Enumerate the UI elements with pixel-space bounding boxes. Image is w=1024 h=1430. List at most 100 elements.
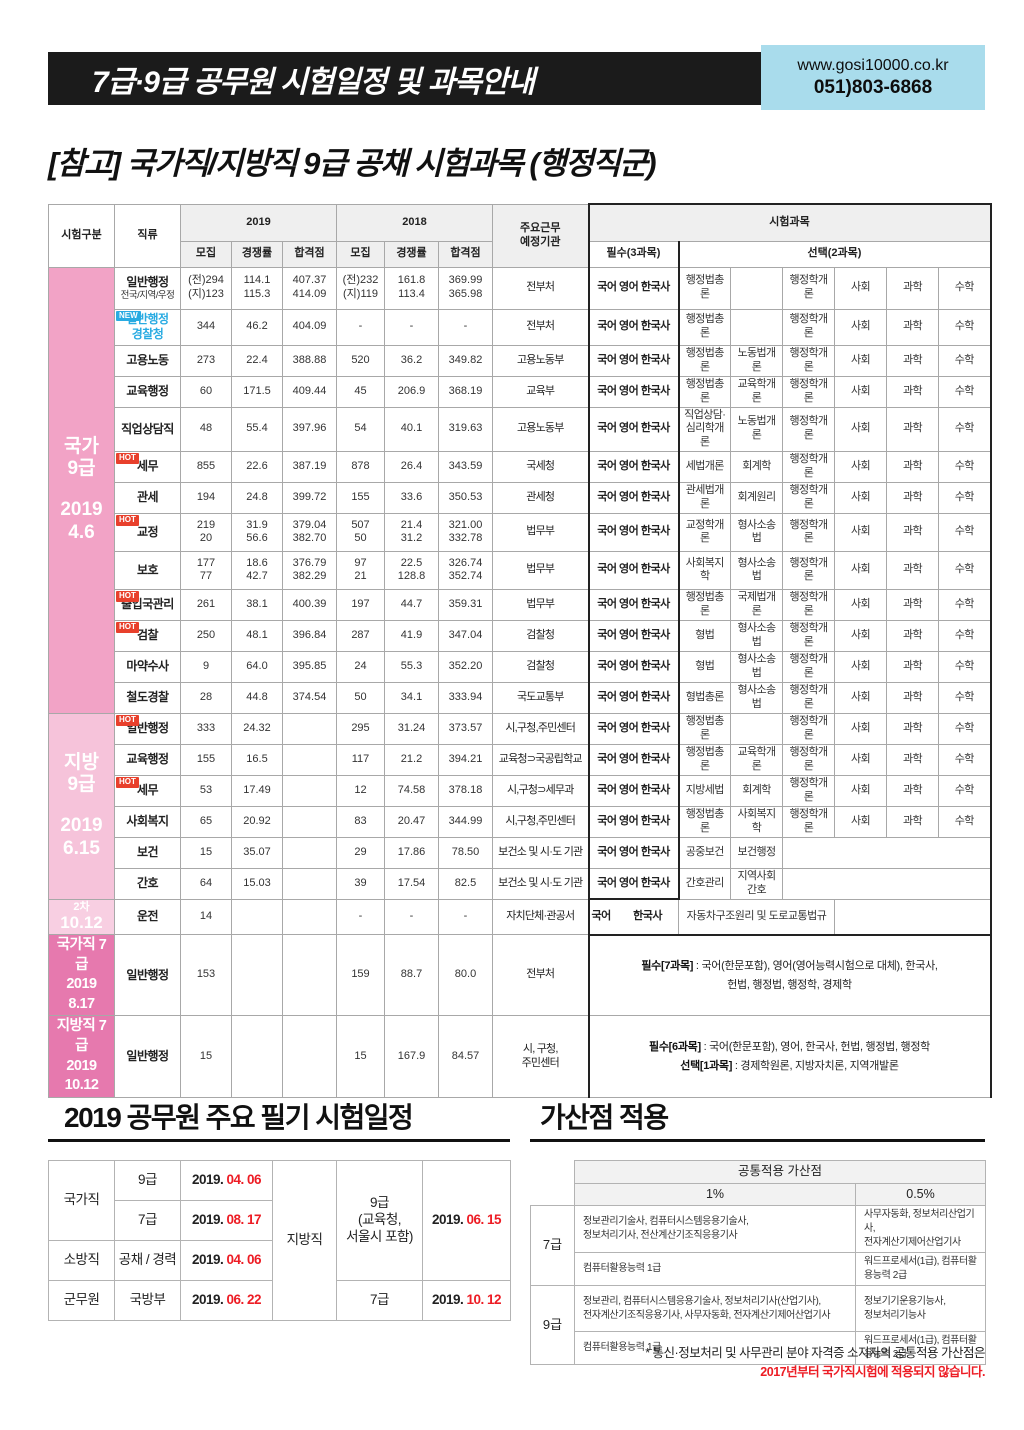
ratio-2018-cell: 17.54 [384, 867, 439, 900]
col-header-2018: 2018 [336, 203, 493, 242]
col-header-exam-type: 시험구분 [48, 203, 115, 268]
table-row: 국가 9급 2019 4.6 일반행정 전국/지역/우정 (전)294 (지)123 114.… [48, 266, 992, 714]
optional-subject-cell: 사회 [834, 406, 887, 452]
recruit-2019-cell: 153 [180, 934, 232, 1017]
job-cell: HOT 검찰 [114, 619, 181, 652]
job-cell: 일반행정 [114, 1015, 181, 1098]
table-row: 7급 정보관리기술사, 컴퓨터시스템응용기술사, 정보처리기사, 전산계산기조직응… [530, 1205, 986, 1286]
footnote-text: * 통신·정보처리 및 사무관리 분야 자격증 소지자의 공통적용 가산점은 [645, 1346, 985, 1360]
table-row: 보호 177 77 18.6 42.7 376.79 382.29 97 21 22.5 … [49, 550, 992, 590]
optional-subject-cell: 지방세법 [678, 774, 731, 807]
ratio-2019-cell: 55.4 [231, 406, 283, 452]
date-year: 2019. [191, 1212, 227, 1228]
pass-2018-cell: 352.20 [438, 650, 493, 683]
hot-badge: HOT [116, 452, 139, 464]
optional-subject-cell: 사회복지학 [678, 550, 731, 590]
ratio-2019-cell: 22.6 [231, 450, 283, 483]
ratio-2018-cell: 31.24 [384, 712, 439, 745]
pass-2019-cell: 409.44 [282, 375, 337, 408]
ratio-2019-cell: 171.5 [231, 375, 283, 408]
recruit-2018-cell: 29 [336, 836, 385, 869]
optional-subject-cell: 형법 [678, 650, 731, 683]
optional-empty-cell [782, 836, 992, 869]
optional-subject-cell: 과학 [886, 774, 939, 807]
level-cell: 9급 [114, 1160, 181, 1201]
job-cell: 간호 [114, 867, 181, 900]
optional-subject-cell: 과학 [886, 308, 939, 346]
exam-date-cell: 2019. 08. 17 [180, 1200, 273, 1241]
optional-subject-cell: 지역사회간호 [730, 867, 783, 900]
job-cell: 사회복지 [114, 805, 181, 838]
optional-subject-cell: 행정학개론 [782, 344, 835, 377]
job-cell: 마약수사 [114, 650, 181, 683]
contact-box: www.gosi10000.co.kr 051)803-6868 [761, 45, 985, 110]
recruit-2019-cell: 155 [180, 743, 232, 776]
recruit-2018-cell: 24 [336, 650, 385, 683]
optional-subject-cell: 형사소송법 [730, 681, 783, 714]
exam-group-name: 국가 9급 [64, 435, 99, 480]
optional-subject-cell [730, 266, 783, 310]
job-name: 세무 [136, 459, 159, 474]
table-row: 관세 194 24.8 399.72 155 33.6 350.53 관세청 국어 영어 한국사… [49, 481, 992, 514]
table-row: 군무원 국방부 2019. 06. 22 7급 2019. 10. 12 [48, 1280, 511, 1321]
schedule-table: 국가직 9급 2019. 04. 06 지방직 9급 (교육청, 서울시 포함) 2019… [48, 1160, 511, 1321]
job-name: 검찰 [136, 628, 159, 643]
required-subjects-cell: 국어 영어 한국사 [587, 344, 680, 377]
date-monthday: 06. 15 [466, 1212, 502, 1228]
optional-subject-cell: 과학 [886, 512, 939, 552]
date-monthday: 04. 06 [226, 1172, 262, 1188]
pass-2018-cell: 349.82 [438, 344, 493, 377]
exam-date-cell: 2019. 04. 06 [180, 1160, 273, 1201]
optional-subject-cell: 공중보건 [678, 836, 731, 869]
table-row: 컴퓨터활용능력 1급 워드프로세서(1급), 컴퓨터활용능력 2급 [531, 1331, 986, 1365]
recruit-2018-cell: 45 [336, 375, 385, 408]
table-row: 지방직 7급 2019 10.12 일반행정 15 15 167.9 84.57 시, 구청, … [48, 1015, 992, 1098]
job-subname: 전국/지역/우정 [120, 289, 175, 301]
col-header-job: 직류 [114, 203, 181, 268]
table-row: 9급 정보관리, 컴퓨터시스템응용기술사, 정보처리기사(산업기사), 전자계산기… [530, 1285, 986, 1365]
new-badge: NEW [116, 310, 141, 322]
section-title: [참고] 국가직/지방직 9급 공채 시험과목 (행정직군) [48, 146, 657, 181]
optional-subject-cell: 행정법총론 [678, 805, 731, 838]
agency-cell: 검찰청 [492, 619, 589, 652]
ratio-2019-cell: 15.03 [231, 867, 283, 900]
exam-group-date: 2019 6.15 [60, 815, 103, 860]
bonus-1pct-cell: 컴퓨터활용능력 1급 [574, 1331, 856, 1365]
pass-2018-cell: 343.59 [438, 450, 493, 483]
agency-cell: 시,구청,주민센터 [492, 712, 589, 745]
ratio-2019-cell: 17.49 [231, 774, 283, 807]
pass-2018-cell: 326.74 352.74 [438, 550, 493, 590]
ratio-2019-cell: 20.92 [231, 805, 283, 838]
optional-subject-cell: 교육학개론 [730, 375, 783, 408]
table-row: 컴퓨터활용능력 1급 워드프로세서(1급), 컴퓨터활용능력 2급 [531, 1252, 986, 1286]
optional-subject-cell: 형법 [678, 619, 731, 652]
job-cell: 교육행정 [114, 375, 181, 408]
optional-subject-cell: 수학 [938, 619, 992, 652]
date-monthday: 08. 17 [226, 1212, 262, 1228]
org-cell: 국가직 [48, 1160, 115, 1241]
agency-cell: 시,구청,주민센터 [492, 805, 589, 838]
hot-badge: HOT [116, 621, 139, 633]
ratio-2019-cell: 46.2 [231, 308, 283, 346]
job-cell: 보호 [114, 550, 181, 590]
optional-subject-cell: 교육학개론 [730, 743, 783, 776]
table-row: HOT 교정 219 20 31.9 56.6 379.04 382.70 507 50 2… [49, 512, 992, 552]
agency-cell: 보건소 및 시·도 기관 [492, 836, 589, 869]
required-subjects-cell: 국어 영어 한국사 [587, 805, 680, 838]
recruit-2019-cell: 9 [180, 650, 232, 683]
optional-subject-cell: 행정학개론 [782, 805, 835, 838]
job-cell: 일반행정 [114, 934, 181, 1017]
agency-cell: 전부처 [492, 934, 589, 1017]
ratio-2018-cell: 26.4 [384, 450, 439, 483]
page-title: 7급·9급 공무원 시험일정 및 과목안내 [92, 65, 535, 99]
optional-subject-cell: 과학 [886, 450, 939, 483]
optional-subject-cell: 직업상담· 심리학개론 [678, 406, 731, 452]
bonus-1pct-cell: 정보관리, 컴퓨터시스템응용기술사, 정보처리기사(산업기사), 전자계산기조직… [574, 1285, 856, 1332]
pass-2018-cell: 344.99 [438, 805, 493, 838]
recruit-2019-cell: 53 [180, 774, 232, 807]
recruit-2019-cell: 219 20 [180, 512, 232, 552]
job-name: 일반행정 [126, 274, 169, 289]
ratio-2018-cell: 44.7 [384, 588, 439, 621]
pass-2018-cell: 84.57 [438, 1015, 493, 1098]
exam-date-cell: 2019. 06. 15 [422, 1160, 511, 1281]
